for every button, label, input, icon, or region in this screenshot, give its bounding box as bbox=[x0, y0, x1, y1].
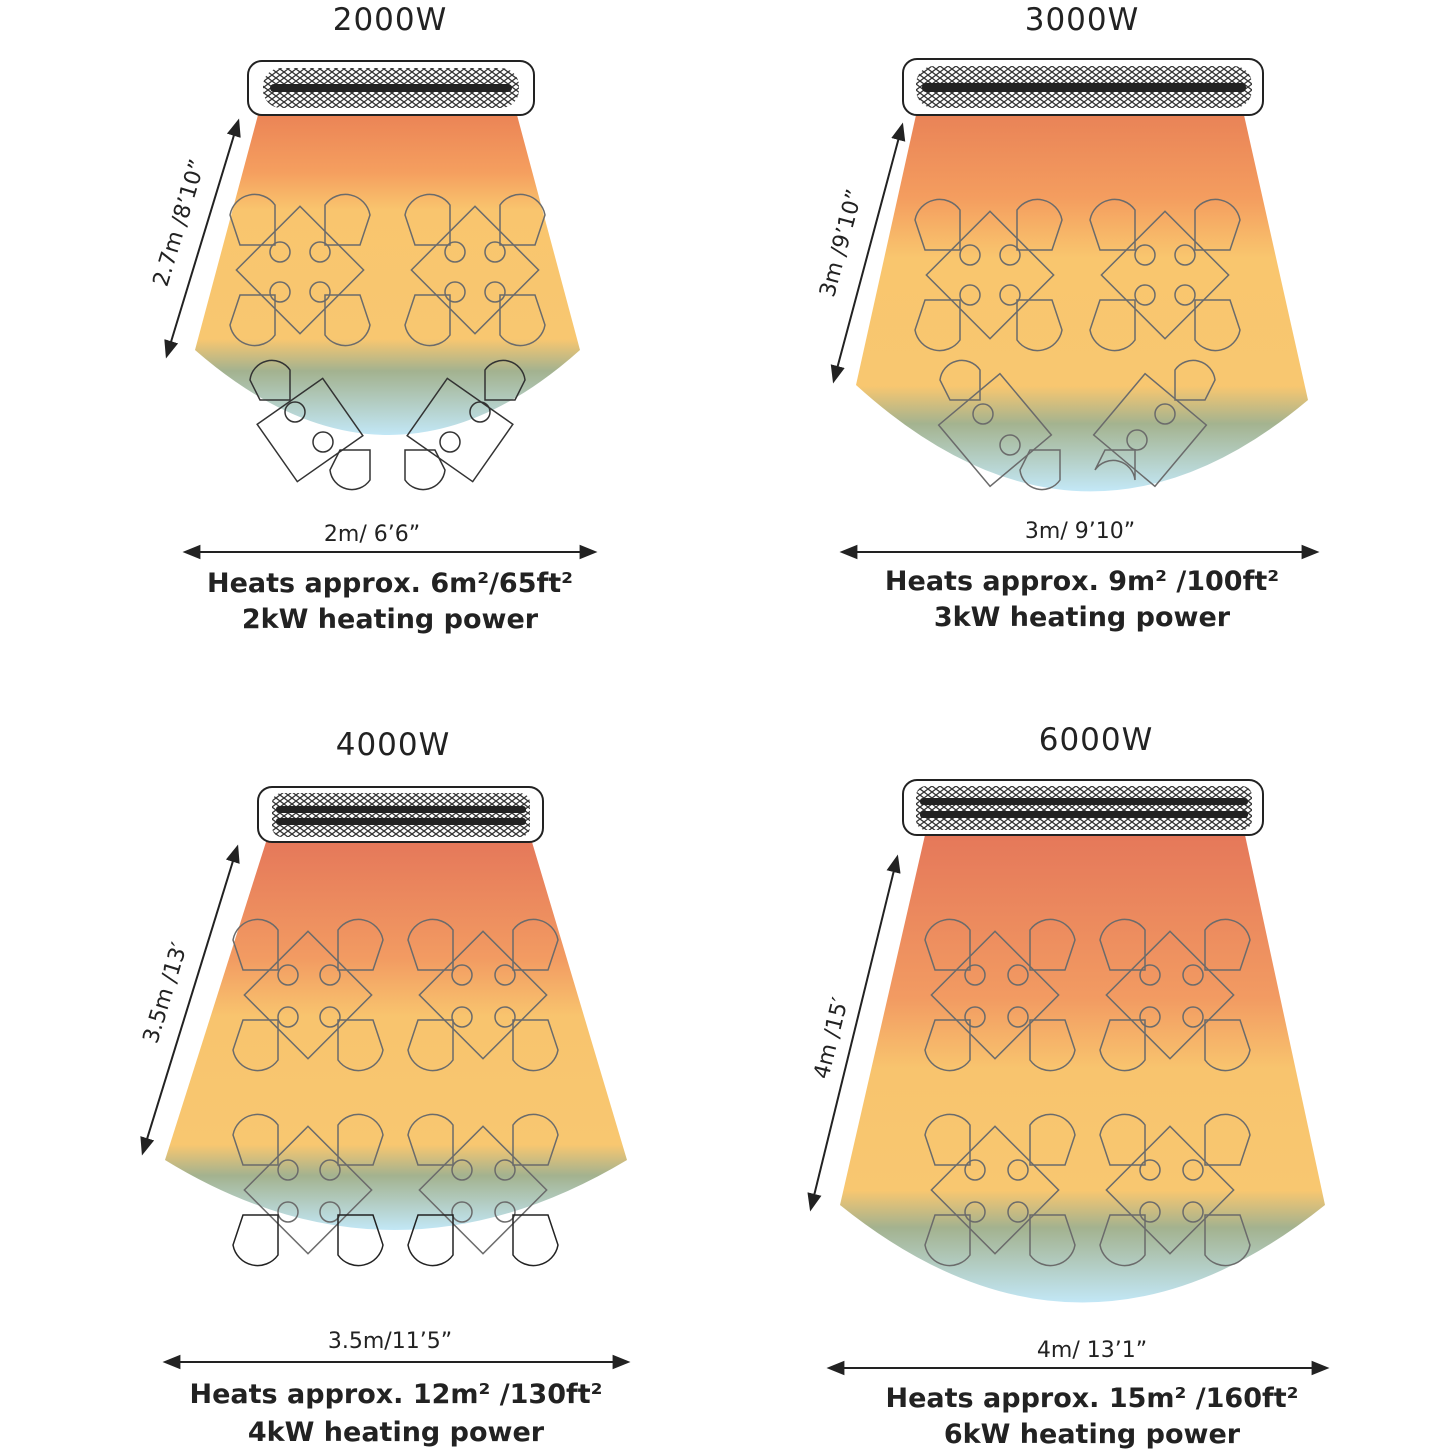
dining-table bbox=[1089, 198, 1241, 352]
depth-arrow bbox=[164, 118, 241, 359]
dining-table bbox=[914, 198, 1063, 352]
width-label: 3.5m/11’5” bbox=[328, 1329, 452, 1354]
dining-table bbox=[924, 918, 1076, 1072]
heater-unit bbox=[257, 786, 544, 843]
panel-title: 2000W bbox=[333, 2, 448, 38]
heat-zone bbox=[165, 842, 627, 1230]
depth-label: 4m /15′ bbox=[810, 995, 854, 1081]
heater-unit bbox=[902, 58, 1264, 116]
heating-power: 4kW heating power bbox=[248, 1417, 545, 1448]
panel-2000w: 2000W bbox=[149, 2, 598, 635]
width-label: 2m/ 6’6” bbox=[324, 522, 420, 547]
depth-label: 2.7m /8’10” bbox=[149, 157, 211, 290]
dining-table bbox=[232, 1113, 384, 1267]
heat-zone bbox=[840, 835, 1325, 1303]
dining-table bbox=[924, 1113, 1076, 1267]
coverage-area: Heats approx. 9m² /100ft² bbox=[885, 566, 1279, 597]
panel-title: 4000W bbox=[336, 727, 451, 763]
coverage-area: Heats approx. 15m² /160ft² bbox=[886, 1383, 1299, 1414]
heating-power: 6kW heating power bbox=[944, 1419, 1241, 1450]
dining-table bbox=[1099, 918, 1251, 1072]
dining-table bbox=[407, 918, 559, 1072]
heat-zone bbox=[195, 115, 580, 435]
lounge-table bbox=[937, 359, 1216, 491]
panel-title: 6000W bbox=[1039, 722, 1154, 758]
depth-arrow bbox=[807, 854, 901, 1212]
coverage-area: Heats approx. 12m² /130ft² bbox=[190, 1379, 603, 1410]
depth-label: 3.5m /13′ bbox=[139, 940, 193, 1047]
heater-unit bbox=[247, 60, 535, 116]
width-label: 3m/ 9’10” bbox=[1025, 519, 1135, 544]
panel-6000w: 6000W bbox=[807, 722, 1330, 1450]
heating-power: 2kW heating power bbox=[242, 604, 539, 635]
dining-table bbox=[1099, 1113, 1251, 1267]
width-label: 4m/ 13’1” bbox=[1037, 1338, 1147, 1363]
heating-power: 3kW heating power bbox=[934, 602, 1231, 633]
coverage-area: Heats approx. 6m²/65ft² bbox=[207, 568, 573, 599]
depth-arrow bbox=[830, 122, 906, 384]
dining-table bbox=[407, 1113, 559, 1267]
depth-arrow bbox=[140, 844, 240, 1156]
dining-table bbox=[404, 193, 546, 347]
heater-unit bbox=[902, 779, 1264, 836]
panel-3000w: 3000W bbox=[815, 2, 1320, 633]
panel-4000w: 4000W bbox=[139, 727, 631, 1448]
lounge-table bbox=[249, 359, 526, 491]
panel-title: 3000W bbox=[1025, 2, 1140, 38]
